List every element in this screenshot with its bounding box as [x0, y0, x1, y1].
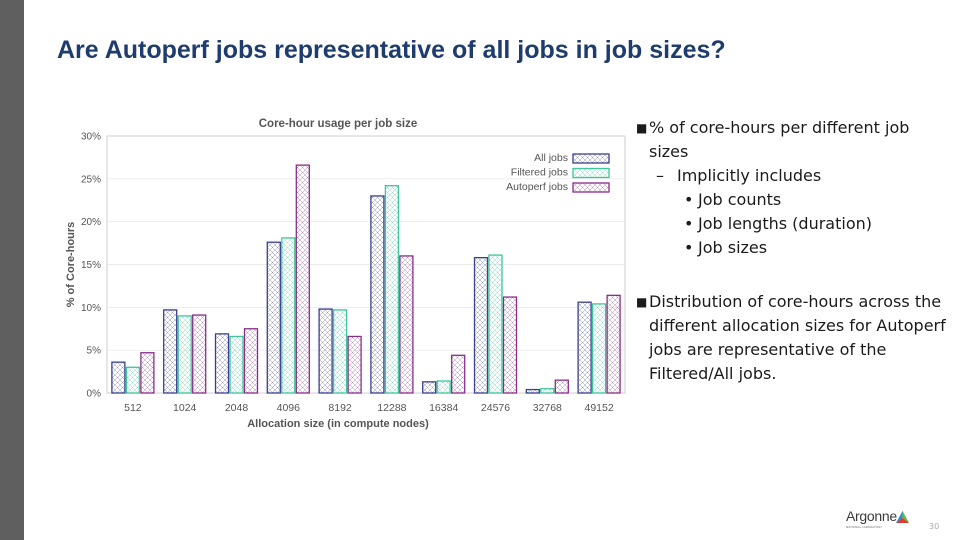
bullet-item: – Implicitly includes	[656, 166, 822, 185]
legend-label: Filtered jobs	[511, 167, 568, 179]
bar-autoperf-jobs-2048	[243, 328, 259, 394]
bar-autoperf-jobs-512	[140, 352, 155, 394]
logo-subtext: NATIONAL LABORATORY	[846, 525, 882, 529]
x-tick-label: 8192	[328, 402, 352, 414]
x-tick-label: 16384	[429, 402, 458, 414]
slide-title: Are Autoperf jobs representative of all …	[57, 36, 726, 64]
legend-swatch	[572, 167, 610, 179]
bar-filtered-jobs-24576	[488, 254, 503, 394]
legend-swatch	[572, 182, 610, 193]
bar-autoperf-jobs-49152	[606, 294, 621, 394]
bar-all-jobs-1024	[163, 309, 178, 394]
bar-all-jobs-4096	[266, 241, 281, 394]
bullet-item: ■% of core-hours per different job sizes	[636, 118, 910, 161]
y-tick-label: 30%	[81, 132, 101, 143]
x-axis-label: Allocation size (in compute nodes)	[247, 418, 429, 430]
bar-filtered-jobs-16384	[436, 380, 451, 394]
x-tick-label: 2048	[225, 402, 249, 414]
bar-all-jobs-49152	[577, 301, 592, 394]
argonne-triangle-icon	[896, 511, 909, 523]
bar-filtered-jobs-49152	[591, 303, 607, 394]
bar-autoperf-jobs-4096	[295, 164, 310, 394]
y-tick-label: 10%	[81, 303, 101, 314]
bar-filtered-jobs-1024	[177, 315, 192, 394]
bar-autoperf-jobs-32768	[554, 379, 569, 394]
y-tick-label: 5%	[87, 346, 102, 357]
argonne-logo: Argonne NATIONAL LABORATORY	[846, 508, 909, 529]
bar-all-jobs-12288	[370, 195, 385, 394]
legend-label: All jobs	[534, 152, 568, 164]
y-tick-label: 15%	[81, 260, 101, 271]
bar-filtered-jobs-12288	[384, 185, 400, 394]
logo-text: Argonne	[846, 508, 897, 524]
bar-autoperf-jobs-8192	[347, 335, 362, 394]
bullet-item: • Job sizes	[684, 238, 768, 257]
bullet-list: ■% of core-hours per different job sizes…	[632, 116, 952, 386]
chart-title: Core-hour usage per job size	[259, 118, 417, 130]
bullet-item: ■ Distribution of core-hours across the d…	[636, 292, 946, 383]
bar-all-jobs-32768	[525, 388, 540, 394]
y-tick-label: 25%	[81, 174, 101, 185]
x-tick-label: 512	[124, 402, 142, 414]
bar-autoperf-jobs-12288	[399, 255, 414, 394]
x-tick-label: 49152	[584, 402, 613, 414]
y-tick-label: 20%	[81, 217, 101, 228]
x-tick-label: 32768	[533, 402, 562, 414]
bar-autoperf-jobs-24576	[502, 296, 518, 394]
bar-autoperf-jobs-1024	[192, 314, 207, 394]
chart-container: 0% 5% 10% 15% 20% 25% 30% 512 1024 2048 4096 8192 12…	[60, 110, 630, 435]
bar-autoperf-jobs-16384	[451, 354, 466, 394]
y-tick-label: 0%	[87, 389, 102, 400]
bullet-item: • Job counts	[684, 190, 782, 209]
slide-side-bar	[0, 0, 24, 540]
bar-all-jobs-8192	[318, 308, 333, 394]
x-tick-label: 1024	[173, 402, 197, 414]
bar-filtered-jobs-4096	[281, 237, 296, 394]
bar-all-jobs-16384	[422, 381, 437, 394]
bar-filtered-jobs-32768	[540, 388, 555, 394]
x-tick-label: 12288	[377, 402, 406, 414]
bar-filtered-jobs-512	[125, 366, 141, 394]
bar-filtered-jobs-2048	[229, 335, 244, 394]
bullet-item: • Job lengths (duration)	[684, 214, 872, 233]
bar-all-jobs-512	[111, 361, 126, 394]
bar-filtered-jobs-8192	[332, 309, 348, 394]
legend-label: Autoperf jobs	[506, 181, 568, 193]
y-axis-label: % of Core-hours	[65, 222, 77, 308]
legend-swatch	[572, 153, 610, 164]
bar-all-jobs-2048	[214, 333, 230, 394]
core-hour-bar-chart: 0% 5% 10% 15% 20% 25% 30% 512 1024 2048 4096 8192 12…	[65, 118, 626, 430]
x-tick-label: 4096	[277, 402, 301, 414]
x-tick-label: 24576	[481, 402, 510, 414]
bar-all-jobs-24576	[473, 256, 489, 394]
page-number: 30	[929, 522, 940, 531]
